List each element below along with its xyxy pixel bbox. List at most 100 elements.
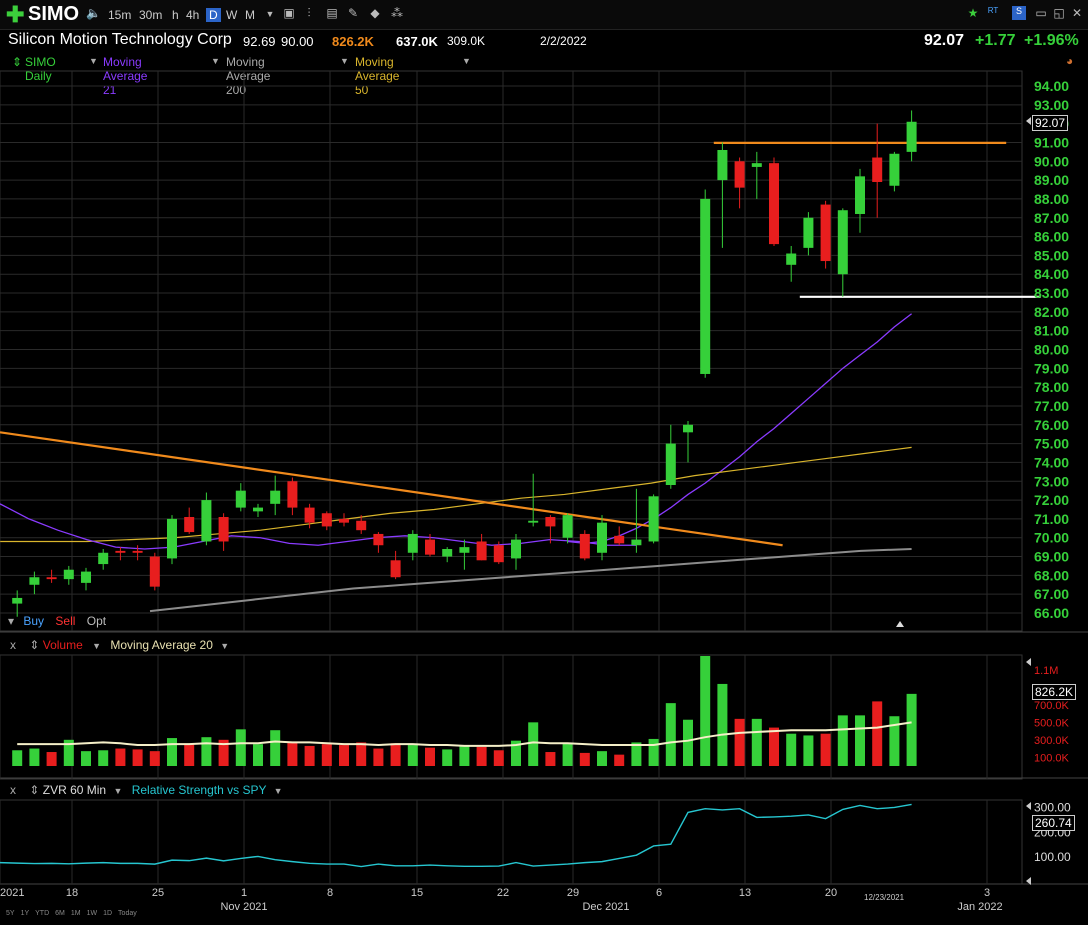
- candle-body: [717, 149, 728, 181]
- link-icon[interactable]: ⁂: [391, 6, 403, 20]
- quote-value-1: 92.69: [243, 34, 276, 49]
- candle-body: [442, 549, 453, 557]
- timeframe-15m[interactable]: 15m: [108, 8, 132, 22]
- range-button-6m[interactable]: 6M: [55, 910, 65, 917]
- sell-button[interactable]: Sell: [55, 614, 76, 628]
- candle-body: [511, 539, 521, 559]
- candle-body: [459, 547, 470, 553]
- rs-label[interactable]: Relative Strength vs SPY: [131, 783, 267, 797]
- legend-ma50[interactable]: Moving Average 50: [355, 55, 400, 97]
- symbol-input[interactable]: SIMO: [28, 3, 80, 25]
- timeframe-d[interactable]: D: [206, 8, 221, 22]
- realtime-icon[interactable]: RT: [987, 6, 999, 15]
- share-icon[interactable]: S: [1012, 6, 1026, 20]
- chevron-down-icon[interactable]: ▼: [273, 786, 283, 796]
- trade-buttons: ▾ Buy Sell Opt: [8, 614, 106, 628]
- volume-panel-header: x ⇕ Volume ▼ Moving Average 20 ▼: [10, 638, 229, 652]
- range-button-1w[interactable]: 1W: [86, 910, 98, 917]
- price-tick-label: 93.00: [1034, 97, 1069, 113]
- volume-bar: [201, 737, 212, 766]
- tag-icon[interactable]: ◆: [370, 6, 380, 20]
- star-icon[interactable]: ★: [967, 6, 979, 20]
- volume-bar: [132, 749, 143, 766]
- chevron-down-icon[interactable]: ▼: [220, 641, 230, 651]
- candle-body: [390, 560, 401, 578]
- volume-bar: [769, 727, 779, 766]
- volume-bar: [321, 744, 332, 766]
- legend-ma21[interactable]: Moving Average 21: [103, 55, 148, 97]
- range-button-ytd[interactable]: YTD: [35, 910, 50, 917]
- range-button-5y[interactable]: 5Y: [6, 910, 15, 917]
- updown-arrows-icon[interactable]: ⇕: [12, 55, 23, 69]
- chevron-down-icon[interactable]: ▼: [462, 56, 471, 66]
- volume-bar: [717, 683, 728, 766]
- candle-body: [321, 513, 332, 527]
- zvr-label[interactable]: ZVR 60 Min: [42, 783, 107, 797]
- cursor-date: 12/23/2021: [864, 893, 905, 902]
- candle-body: [786, 253, 797, 265]
- timeframe-m[interactable]: M: [245, 8, 255, 22]
- options-button[interactable]: Opt: [86, 614, 107, 628]
- volume-bar: [218, 739, 229, 766]
- chevron-down-icon[interactable]: ▼: [211, 56, 220, 66]
- x-tick-label: 22: [497, 887, 509, 899]
- price-tick-label: 68.00: [1034, 567, 1069, 583]
- settings-icon[interactable]: ◕: [1066, 54, 1074, 68]
- minimize-icon[interactable]: ▭: [1035, 6, 1047, 20]
- range-button-1y[interactable]: 1Y: [20, 910, 30, 917]
- close-icon[interactable]: ✕: [1071, 6, 1083, 20]
- ticker-tape-icon[interactable]: ▣: [283, 6, 295, 20]
- volume-bar: [442, 749, 453, 766]
- updown-arrows-icon[interactable]: ⇕: [29, 638, 40, 652]
- candle-body: [407, 533, 418, 553]
- candle-body: [631, 539, 642, 546]
- timeframe-h[interactable]: h: [172, 8, 179, 22]
- legend-series[interactable]: SIMO Daily: [25, 55, 56, 83]
- rs-tick-label: 100.00: [1034, 850, 1071, 864]
- candle-body: [270, 490, 281, 504]
- buy-button[interactable]: Buy: [23, 614, 45, 628]
- plus-icon[interactable]: ✚: [6, 2, 25, 27]
- price-tick-label: 72.00: [1034, 492, 1069, 508]
- indicator-icon[interactable]: ▤: [326, 6, 338, 20]
- chevron-down-icon[interactable]: ▼: [340, 56, 349, 66]
- x-tick-label: 13: [739, 887, 751, 899]
- price-tick-label: 91.00: [1034, 134, 1069, 150]
- chevron-down-icon[interactable]: ▼: [89, 56, 98, 66]
- chevron-down-icon[interactable]: ▼: [92, 641, 102, 651]
- volume-label[interactable]: Volume: [42, 638, 83, 652]
- x-tick-label: 2021: [0, 887, 24, 899]
- range-button-today[interactable]: Today: [118, 910, 137, 917]
- volume-bar: [253, 744, 263, 766]
- draw-icon[interactable]: ✎: [347, 6, 359, 20]
- chevron-down-icon[interactable]: ▾: [8, 614, 15, 628]
- chevron-down-icon[interactable]: ▼: [265, 9, 275, 19]
- updown-arrows-icon[interactable]: ⇕: [29, 783, 40, 797]
- x-month-label: Jan 2022: [957, 901, 1002, 913]
- timeframe-w[interactable]: W: [226, 8, 238, 22]
- sound-icon[interactable]: 🔈: [86, 6, 101, 20]
- price-tick-label: 85.00: [1034, 247, 1069, 263]
- volume-bar: [579, 752, 590, 766]
- x-tick-label: 25: [152, 887, 164, 899]
- volume-bar: [270, 730, 281, 766]
- maximize-icon[interactable]: ◱: [1053, 6, 1065, 20]
- close-panel-button[interactable]: x: [10, 638, 16, 652]
- chevron-down-icon[interactable]: ▼: [113, 786, 123, 796]
- close-panel-button[interactable]: x: [10, 783, 16, 797]
- timeframe-30m[interactable]: 30m: [139, 8, 163, 22]
- price-tick-label: 79.00: [1034, 360, 1069, 376]
- price-tick-label: 69.00: [1034, 549, 1069, 565]
- price-panel-frame: [0, 70, 1023, 632]
- rs-last-marker: 260.74: [1032, 815, 1075, 831]
- volume-ma-label[interactable]: Moving Average 20: [110, 638, 213, 652]
- range-button-1m[interactable]: 1M: [70, 910, 81, 917]
- volume-bar: [820, 733, 831, 766]
- price-tick-label: 88.00: [1034, 191, 1069, 207]
- range-button-1d[interactable]: 1D: [103, 910, 113, 917]
- timeframe-4h[interactable]: 4h: [186, 8, 200, 22]
- toolbar: ✚ SIMO 🔈 15m 30m h 4h D W M ▼ ▣ ⫶ ▤ ✎ ◆ …: [0, 0, 1088, 30]
- company-name: Silicon Motion Technology Corp: [8, 31, 232, 48]
- chart-type-icon[interactable]: ⫶: [307, 6, 311, 20]
